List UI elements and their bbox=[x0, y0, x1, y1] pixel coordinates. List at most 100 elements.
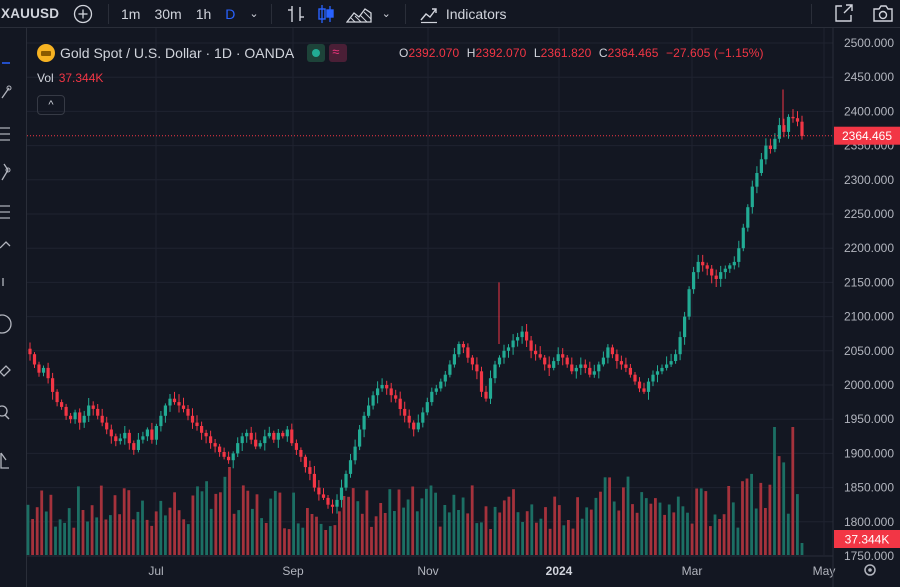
volume-bar bbox=[397, 489, 401, 555]
volume-bar bbox=[727, 486, 731, 555]
symbol-label[interactable]: XAUUSD bbox=[1, 6, 60, 21]
volume-bar bbox=[773, 427, 776, 555]
volume-bar bbox=[736, 527, 740, 555]
candle-body bbox=[723, 268, 727, 273]
low-label: L bbox=[533, 46, 541, 60]
drawing-toolbar bbox=[0, 28, 27, 587]
area-chart-icon[interactable] bbox=[345, 4, 372, 24]
legend-title[interactable]: Gold Spot / U.S. Dollar · 1D · OANDA bbox=[60, 45, 295, 61]
volume-bar bbox=[493, 506, 497, 555]
volume-bar bbox=[502, 500, 506, 555]
volume-bar bbox=[452, 494, 456, 555]
camera-icon[interactable] bbox=[872, 3, 894, 23]
candle-body bbox=[511, 340, 515, 348]
volume-bar bbox=[296, 523, 300, 555]
volume-bar bbox=[484, 506, 488, 555]
volume-bar bbox=[672, 512, 676, 555]
volume-bar bbox=[498, 512, 502, 555]
timeframe-1h[interactable]: 1h bbox=[195, 5, 212, 22]
fullscreen-icon[interactable] bbox=[834, 3, 854, 23]
candle-body bbox=[457, 344, 461, 355]
status-dot-icon bbox=[312, 49, 321, 57]
timeframe-30m[interactable]: 30m bbox=[154, 5, 182, 22]
volume-bar bbox=[200, 491, 204, 555]
volume-bar bbox=[264, 523, 268, 555]
timeframe-d[interactable]: D bbox=[225, 5, 236, 22]
candle-body bbox=[299, 450, 303, 457]
drawing-tools-icon[interactable] bbox=[0, 28, 14, 587]
volume-bar bbox=[196, 486, 199, 555]
candles-icon[interactable] bbox=[316, 4, 336, 24]
data-mode-badge[interactable]: ≈ bbox=[329, 44, 348, 62]
candle-body bbox=[579, 364, 583, 368]
candle-body bbox=[466, 347, 470, 358]
x-tick-label: Sep bbox=[282, 564, 304, 578]
volume-bar bbox=[530, 504, 534, 555]
candle-body bbox=[195, 422, 199, 426]
collapse-legend-button[interactable]: ^ bbox=[37, 95, 65, 115]
candle-body bbox=[303, 456, 307, 468]
candle-body bbox=[317, 487, 321, 495]
volume-bar bbox=[603, 477, 607, 555]
high-value: 2392.070 bbox=[475, 46, 527, 60]
candle-body bbox=[570, 364, 574, 372]
candle-body bbox=[565, 357, 569, 365]
candle-body bbox=[497, 357, 502, 365]
volume-bar bbox=[393, 511, 396, 555]
candle-body bbox=[312, 473, 316, 488]
candle-body bbox=[425, 402, 429, 413]
candle-body bbox=[534, 350, 538, 355]
chevron-down-icon[interactable]: ⌄ bbox=[249, 8, 259, 20]
volume-bar bbox=[347, 496, 350, 555]
candle-body bbox=[746, 207, 750, 228]
candle-body bbox=[69, 415, 73, 420]
candle-body bbox=[168, 398, 172, 406]
candle-body bbox=[728, 265, 732, 269]
volume-bar bbox=[512, 489, 515, 555]
volume-bar bbox=[168, 507, 172, 555]
y-tick-label: 1750.000 bbox=[844, 549, 894, 563]
candle-body bbox=[281, 432, 285, 437]
volume-bar bbox=[654, 498, 657, 555]
candle-body bbox=[615, 354, 619, 361]
volume-bar bbox=[713, 514, 717, 555]
candle-body bbox=[37, 364, 41, 373]
candle-body bbox=[218, 446, 222, 453]
candle-body bbox=[484, 391, 488, 399]
candle-body bbox=[55, 391, 59, 403]
volume-bar bbox=[232, 513, 236, 555]
candle-body bbox=[204, 432, 208, 437]
add-symbol-icon[interactable] bbox=[73, 4, 93, 24]
symbol-search[interactable]: XAUUSD bbox=[0, 0, 60, 27]
chevron-down-icon[interactable]: ⌄ bbox=[381, 8, 391, 20]
volume-bar bbox=[40, 490, 44, 555]
volume-bar bbox=[315, 516, 318, 555]
volume-bar bbox=[99, 485, 103, 555]
candle-body bbox=[543, 357, 547, 365]
indicators-button[interactable]: Indicators bbox=[406, 0, 507, 27]
candle-body bbox=[687, 289, 691, 317]
volume-bar bbox=[292, 492, 295, 555]
volume-bar bbox=[150, 525, 154, 555]
toolbar-divider bbox=[270, 3, 272, 24]
volume-legend: Vol 37.344K bbox=[37, 71, 103, 85]
candle-body bbox=[710, 268, 714, 276]
bar-chart-style-icon[interactable] bbox=[286, 4, 306, 24]
candle-body bbox=[222, 452, 226, 457]
y-tick-label: 2000.000 bbox=[844, 378, 894, 392]
timeframe-1m[interactable]: 1m bbox=[121, 5, 141, 22]
candle-body bbox=[267, 432, 271, 437]
volume-bar bbox=[278, 492, 282, 555]
candle-body bbox=[529, 340, 533, 351]
candle-body bbox=[434, 388, 438, 392]
market-open-badge[interactable] bbox=[307, 44, 326, 62]
volume-bar bbox=[644, 498, 648, 555]
low-value: 2361.820 bbox=[540, 46, 592, 60]
volume-bar bbox=[164, 515, 167, 555]
volume-bar bbox=[379, 503, 383, 555]
compare-button[interactable] bbox=[58, 0, 108, 27]
candle-body bbox=[249, 432, 253, 440]
candle-body bbox=[398, 398, 402, 409]
candle-body bbox=[339, 487, 344, 500]
